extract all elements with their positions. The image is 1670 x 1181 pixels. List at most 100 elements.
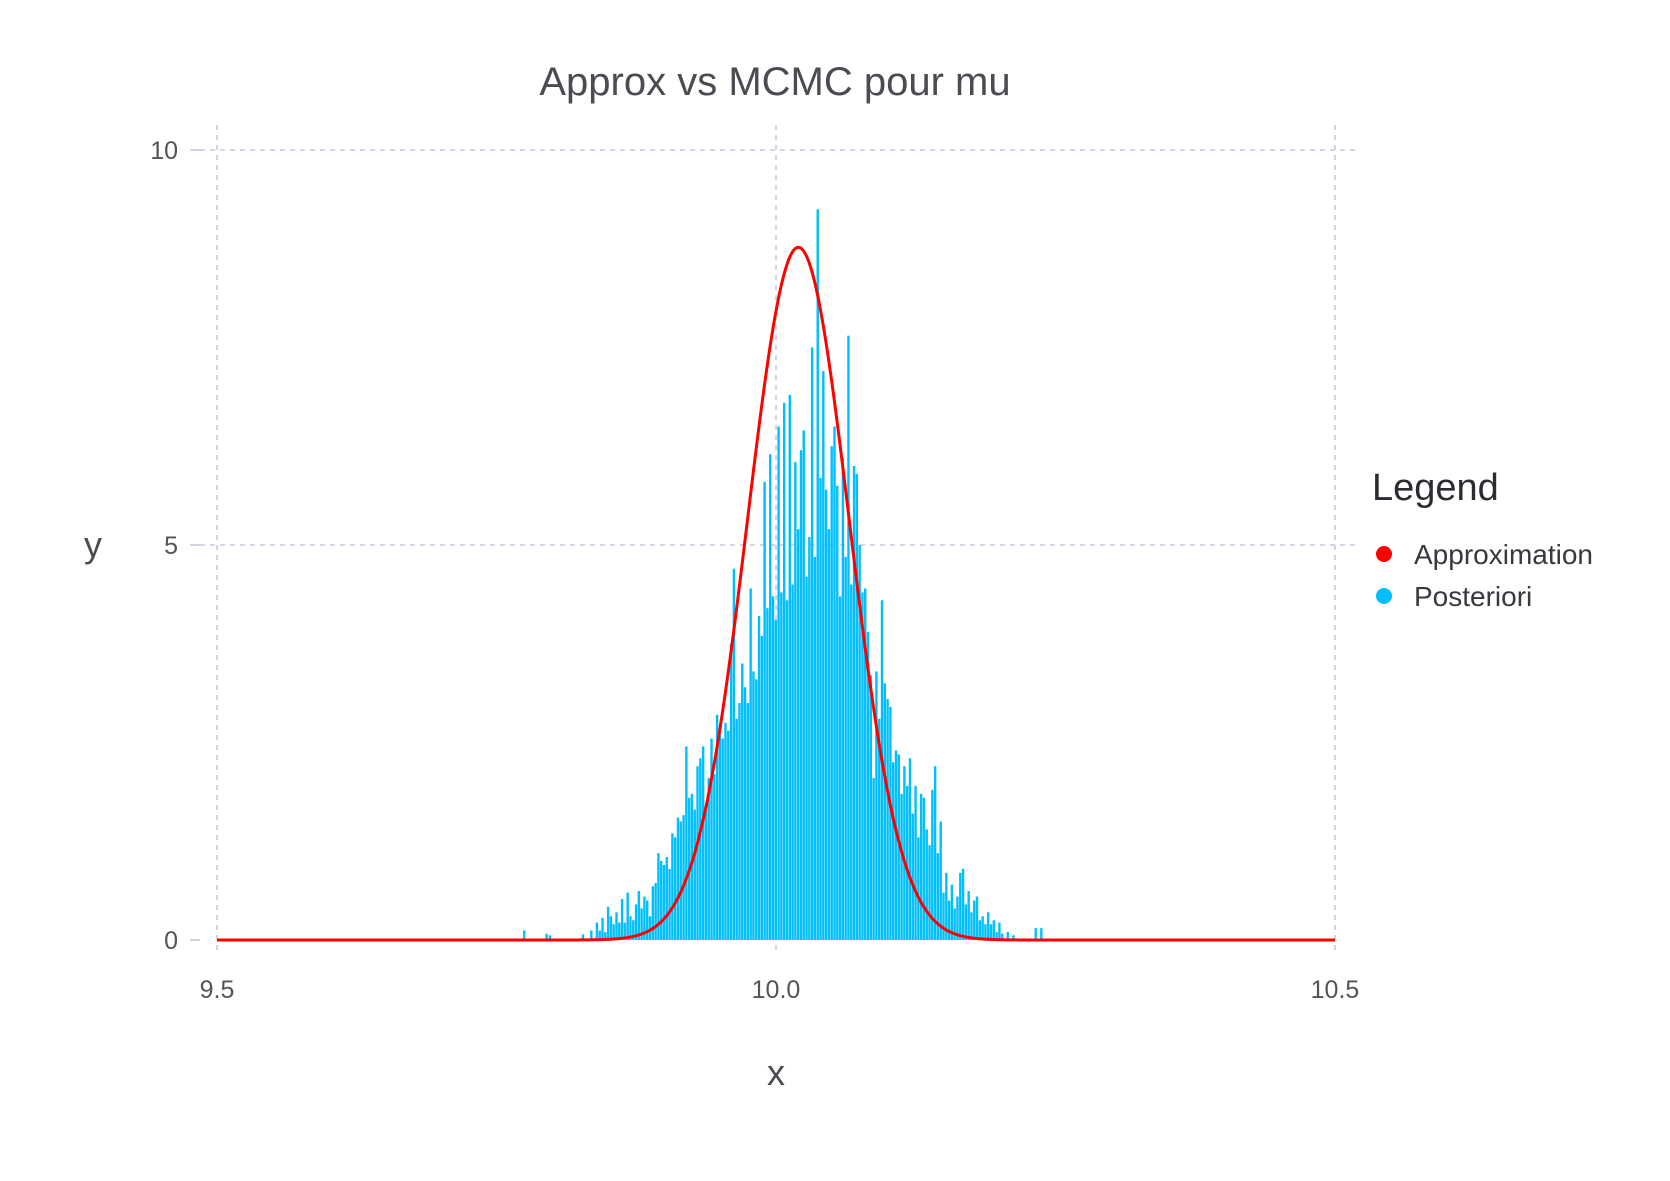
histogram-bar xyxy=(989,924,993,940)
x-tick-label: 9.5 xyxy=(200,976,235,1004)
histogram-bar xyxy=(894,750,898,940)
histogram-bar xyxy=(844,556,847,940)
histogram-bar xyxy=(919,793,923,940)
histogram-bar xyxy=(928,845,931,940)
histogram-bar xyxy=(998,922,1001,940)
histogram-bar xyxy=(1034,928,1037,940)
histogram-bar xyxy=(970,912,973,940)
histogram-bar xyxy=(866,631,870,940)
histogram-bar xyxy=(791,584,794,940)
histogram-bar xyxy=(836,485,839,940)
histogram-bar xyxy=(822,371,825,940)
histogram-bar xyxy=(724,722,727,940)
histogram-bar xyxy=(757,616,761,940)
legend-marker-posteriori xyxy=(1376,588,1392,604)
histogram-bar xyxy=(646,900,649,940)
histogram-bar xyxy=(796,529,800,940)
histogram-bar xyxy=(939,821,942,940)
histogram-bar xyxy=(713,774,716,940)
histogram-bar xyxy=(816,209,819,940)
histogram-bar xyxy=(933,766,937,940)
histogram-bar xyxy=(620,898,624,940)
histogram-bar xyxy=(581,934,585,940)
histogram-bar xyxy=(897,754,900,940)
histogram-bar xyxy=(637,891,641,940)
histogram-bar xyxy=(987,912,990,940)
histogram-bar xyxy=(735,718,738,940)
histogram-bar xyxy=(660,861,663,940)
histogram-bar xyxy=(704,809,708,940)
histogram-bar xyxy=(858,545,861,940)
histogram-bar xyxy=(1006,932,1009,940)
histogram-bar xyxy=(788,394,791,940)
histogram-bar xyxy=(755,679,758,940)
histogram-bar xyxy=(961,868,965,940)
histogram-bar xyxy=(682,815,685,940)
histogram-bar xyxy=(782,402,786,940)
x-axis-label: x xyxy=(767,1052,785,1093)
histogram-bar xyxy=(880,600,884,940)
histogram-bar xyxy=(548,935,552,940)
histogram-bar xyxy=(766,608,769,940)
histogram-bar xyxy=(947,900,951,940)
histogram-bar xyxy=(673,837,677,940)
histogram-bar xyxy=(1001,933,1004,940)
histogram-bar xyxy=(654,883,657,940)
histogram-bar xyxy=(696,766,699,940)
histogram-bar xyxy=(749,588,752,940)
histogram-bar xyxy=(743,687,747,940)
histogram-bar xyxy=(760,635,764,940)
histogram-bar xyxy=(805,576,808,940)
histogram-bar xyxy=(598,930,601,940)
histogram-bar xyxy=(685,746,688,940)
histogram-bar xyxy=(850,584,853,940)
histogram-bar xyxy=(908,758,912,940)
histogram-bar xyxy=(738,703,741,940)
histogram-bar xyxy=(978,920,982,940)
histogram-bar xyxy=(911,813,914,940)
histogram-bar xyxy=(640,908,643,940)
x-tick-label: 10.5 xyxy=(1311,976,1360,1004)
histogram-bar xyxy=(883,683,887,940)
histogram-bar xyxy=(799,450,803,940)
histogram-bar xyxy=(601,917,604,940)
y-axis-label: y xyxy=(84,524,102,565)
histogram-bar xyxy=(975,896,979,940)
histogram-bar xyxy=(623,922,627,940)
histogram-bar xyxy=(992,920,996,940)
histogram-bar xyxy=(808,537,811,940)
histogram-bar xyxy=(813,556,817,940)
y-tick-label: 5 xyxy=(164,532,178,560)
histogram-bar xyxy=(595,922,599,940)
histogram-bar xyxy=(699,758,702,940)
histogram-bar xyxy=(917,837,920,940)
histogram-bar xyxy=(741,663,744,940)
histogram-bar xyxy=(942,892,945,940)
histogram-bar xyxy=(984,924,987,940)
histogram-bar xyxy=(922,797,926,940)
chart-title: Approx vs MCMC pour mu xyxy=(539,60,1010,104)
histogram-bar xyxy=(752,671,755,940)
histogram-bar xyxy=(833,426,836,940)
histogram-bar xyxy=(802,430,805,940)
y-tick-label: 10 xyxy=(150,137,178,165)
histogram-bar xyxy=(973,900,976,940)
histogram-bar xyxy=(855,473,859,940)
histogram-bar xyxy=(676,817,680,940)
histogram-bar xyxy=(936,853,940,940)
histogram-bar xyxy=(763,481,766,940)
histogram-bar xyxy=(629,916,632,940)
y-tick-labels: 0 5 10 xyxy=(150,137,178,955)
histogram-bar xyxy=(891,762,895,940)
legend-marker-approximation xyxy=(1376,546,1392,562)
histogram-bar xyxy=(701,746,705,940)
histogram-bar xyxy=(609,916,613,940)
histogram-bar xyxy=(618,922,621,940)
histogram-bar xyxy=(693,809,696,940)
histogram-bar xyxy=(864,588,867,940)
histogram-bar xyxy=(903,766,906,940)
histogram-bar xyxy=(950,884,954,940)
histogram-bar xyxy=(718,734,722,940)
histogram-bar xyxy=(967,891,970,940)
